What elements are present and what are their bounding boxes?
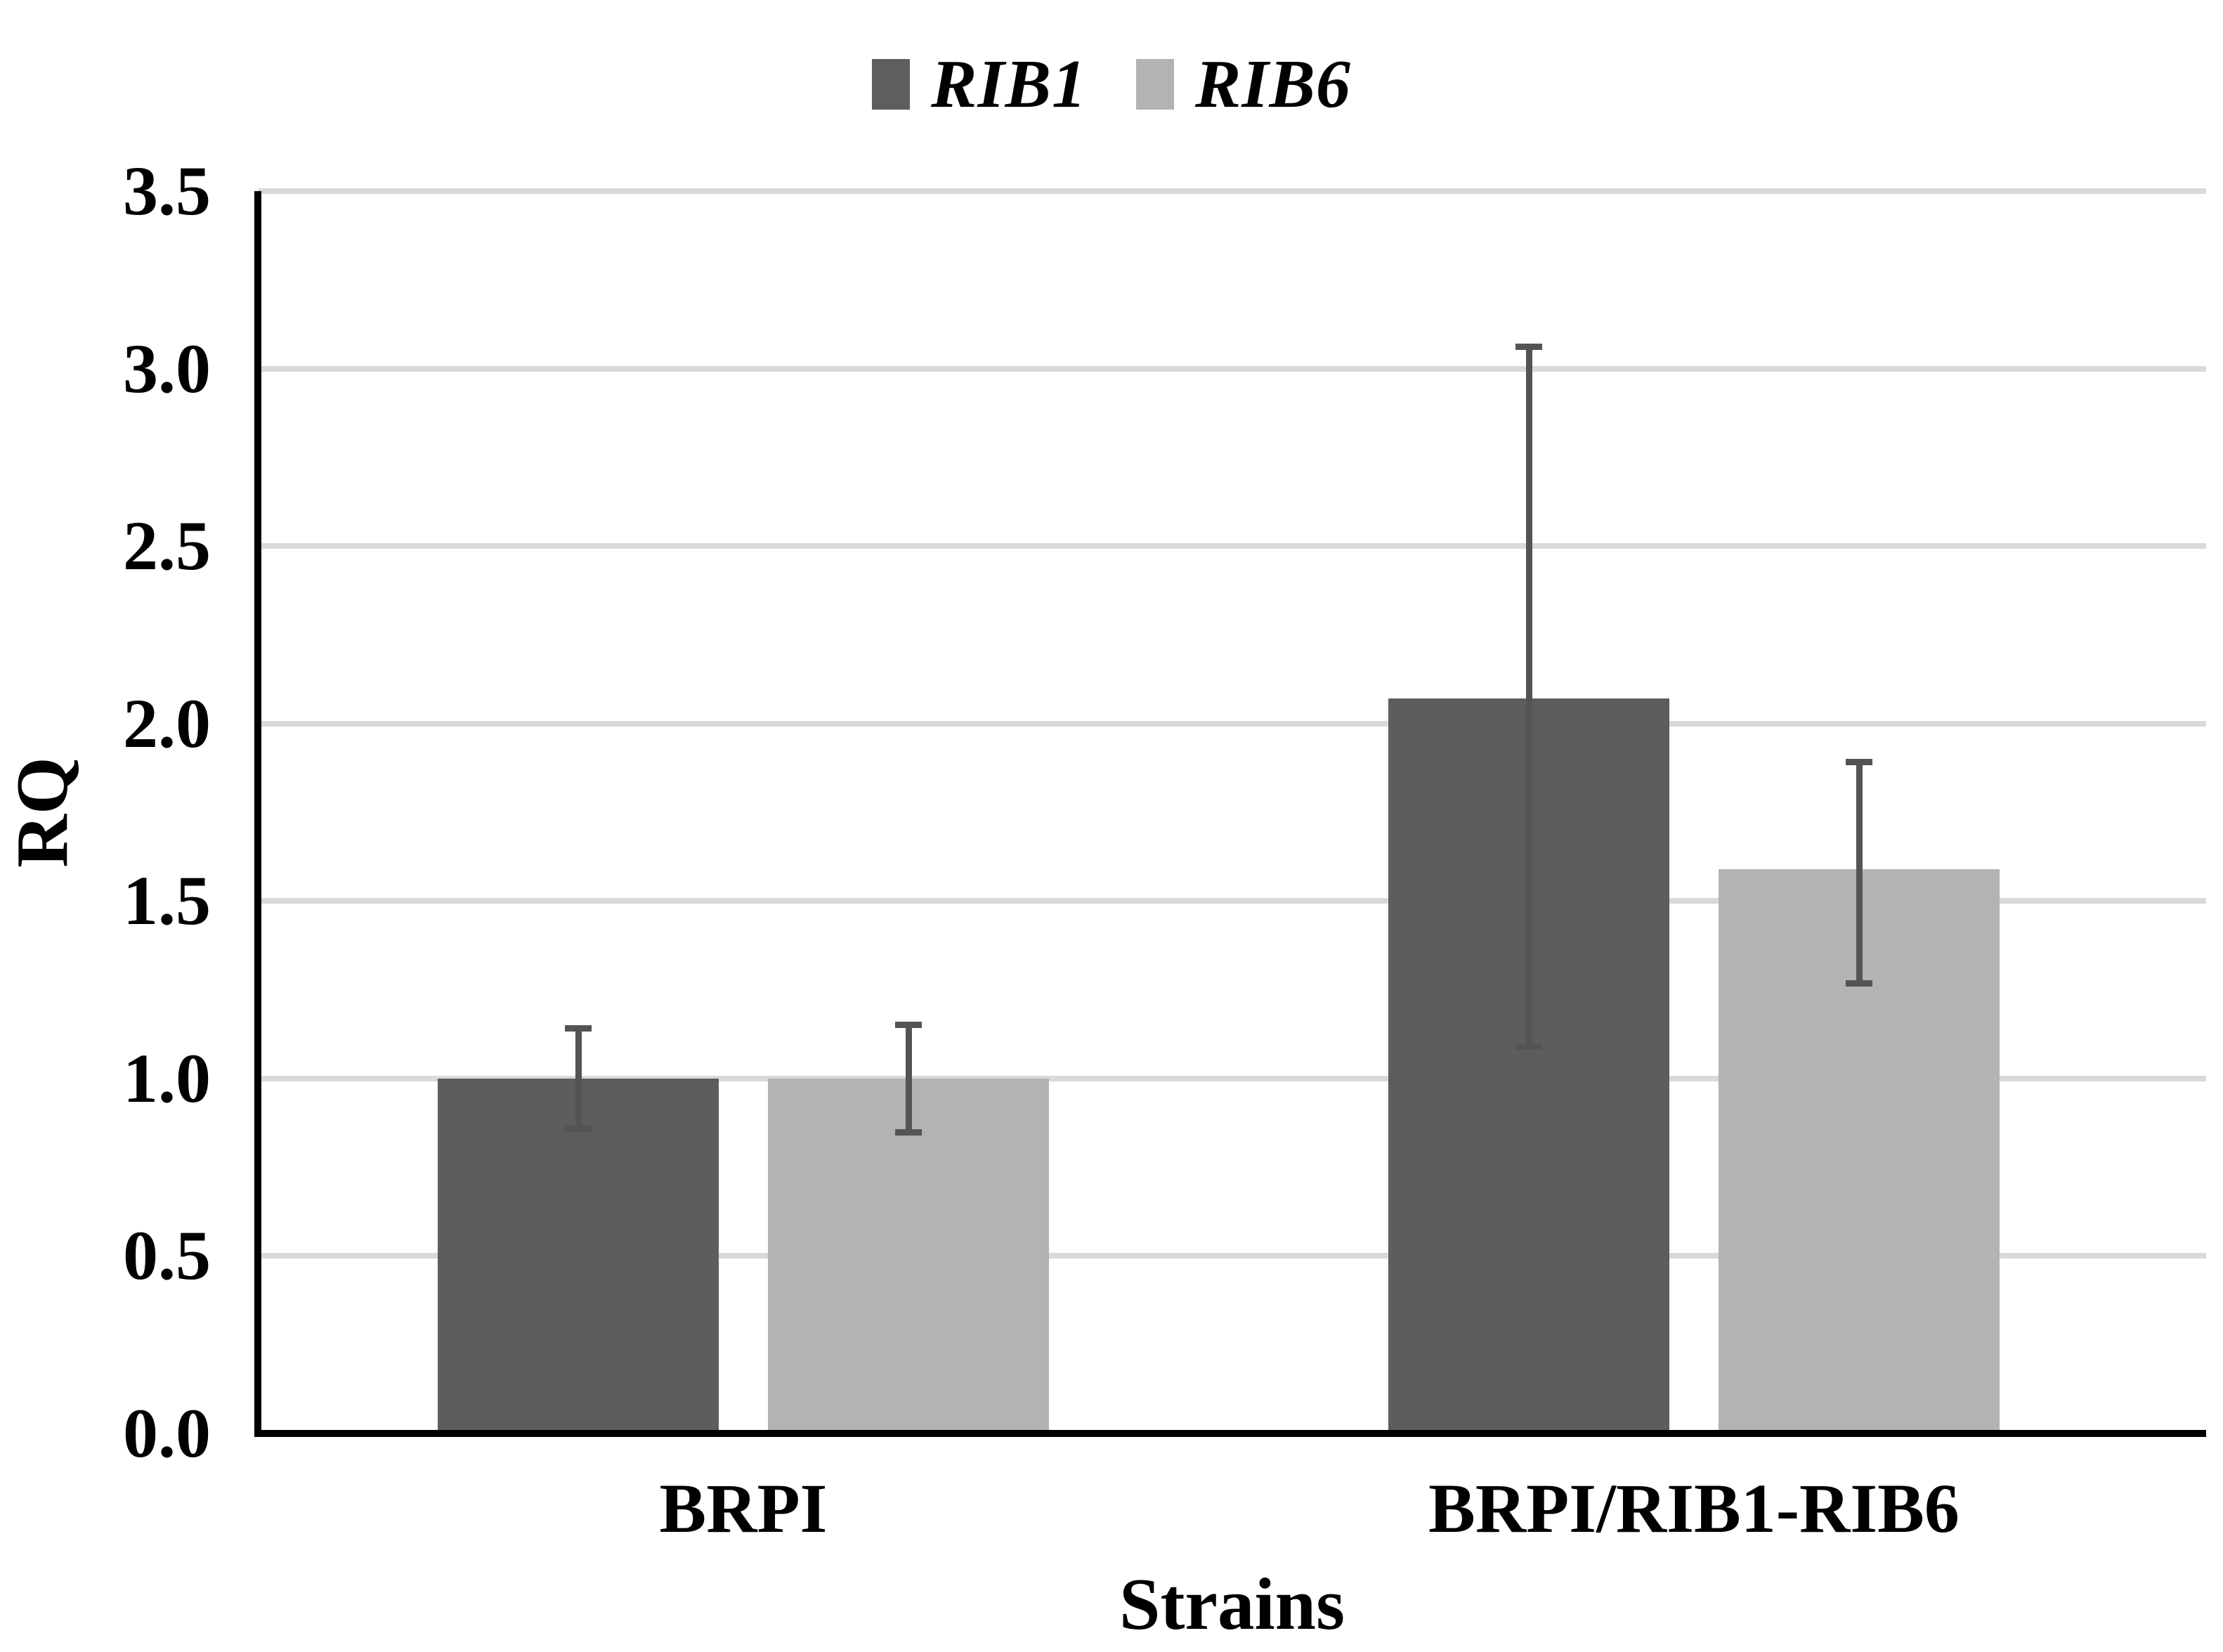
y-tick-label-1.5: 1.5 — [123, 861, 211, 940]
gridline-2.0 — [258, 720, 2206, 727]
error-bar-cap-bottom — [895, 1129, 922, 1136]
legend-marker-rib6 — [1136, 59, 1174, 110]
error-bar-cap-top — [565, 1025, 592, 1032]
y-tick-label-2.5: 2.5 — [123, 507, 211, 585]
error-bar-line — [575, 1025, 582, 1132]
error-bar-cap-top — [1515, 344, 1542, 351]
legend-marker-rib1 — [872, 59, 911, 110]
gridline-0.5 — [258, 1253, 2206, 1259]
y-tick-label-3.0: 3.0 — [123, 329, 211, 408]
x-axis-title: Strains — [1119, 1563, 1345, 1645]
gridline-1.5 — [258, 898, 2206, 904]
chart-legend: RIB1 RIB6 — [0, 35, 2223, 134]
y-axis-line — [254, 191, 261, 1437]
bar-rib6-1 — [768, 1078, 1049, 1433]
gridline-2.5 — [258, 543, 2206, 549]
y-tick-label-2.0: 2.0 — [123, 684, 211, 762]
y-tick-label-1.0: 1.0 — [123, 1039, 211, 1117]
x-category-label-1: BRPI — [659, 1469, 828, 1547]
error-bar-cap-top — [895, 1022, 922, 1029]
error-bar-cap-bottom — [565, 1125, 592, 1132]
error-bar-cap-bottom — [1846, 980, 1872, 987]
error-bar-cap-bottom — [1515, 1043, 1542, 1051]
error-bar-line — [905, 1022, 912, 1136]
gridline-3.0 — [258, 365, 2206, 372]
legend-item-rib6: RIB6 — [1136, 50, 1351, 119]
gridline-3.5 — [258, 188, 2206, 194]
gridline-1.0 — [258, 1075, 2206, 1081]
bar-rib1-1 — [438, 1078, 719, 1433]
x-axis-line — [254, 1430, 2206, 1437]
error-bar-cap-top — [1846, 759, 1872, 766]
error-bar-line — [1525, 344, 1532, 1051]
legend-label: RIB1 — [931, 46, 1087, 122]
y-tick-label-0.0: 0.0 — [123, 1394, 211, 1472]
error-bar-line — [1856, 759, 1863, 987]
x-category-label-2: BRPI/RIB1-RIB6 — [1428, 1469, 1960, 1547]
legend-item-rib1: RIB1 — [872, 50, 1087, 119]
legend-label: RIB6 — [1195, 46, 1351, 122]
y-tick-label-0.5: 0.5 — [123, 1216, 211, 1295]
y-tick-label-3.5: 3.5 — [123, 152, 211, 230]
